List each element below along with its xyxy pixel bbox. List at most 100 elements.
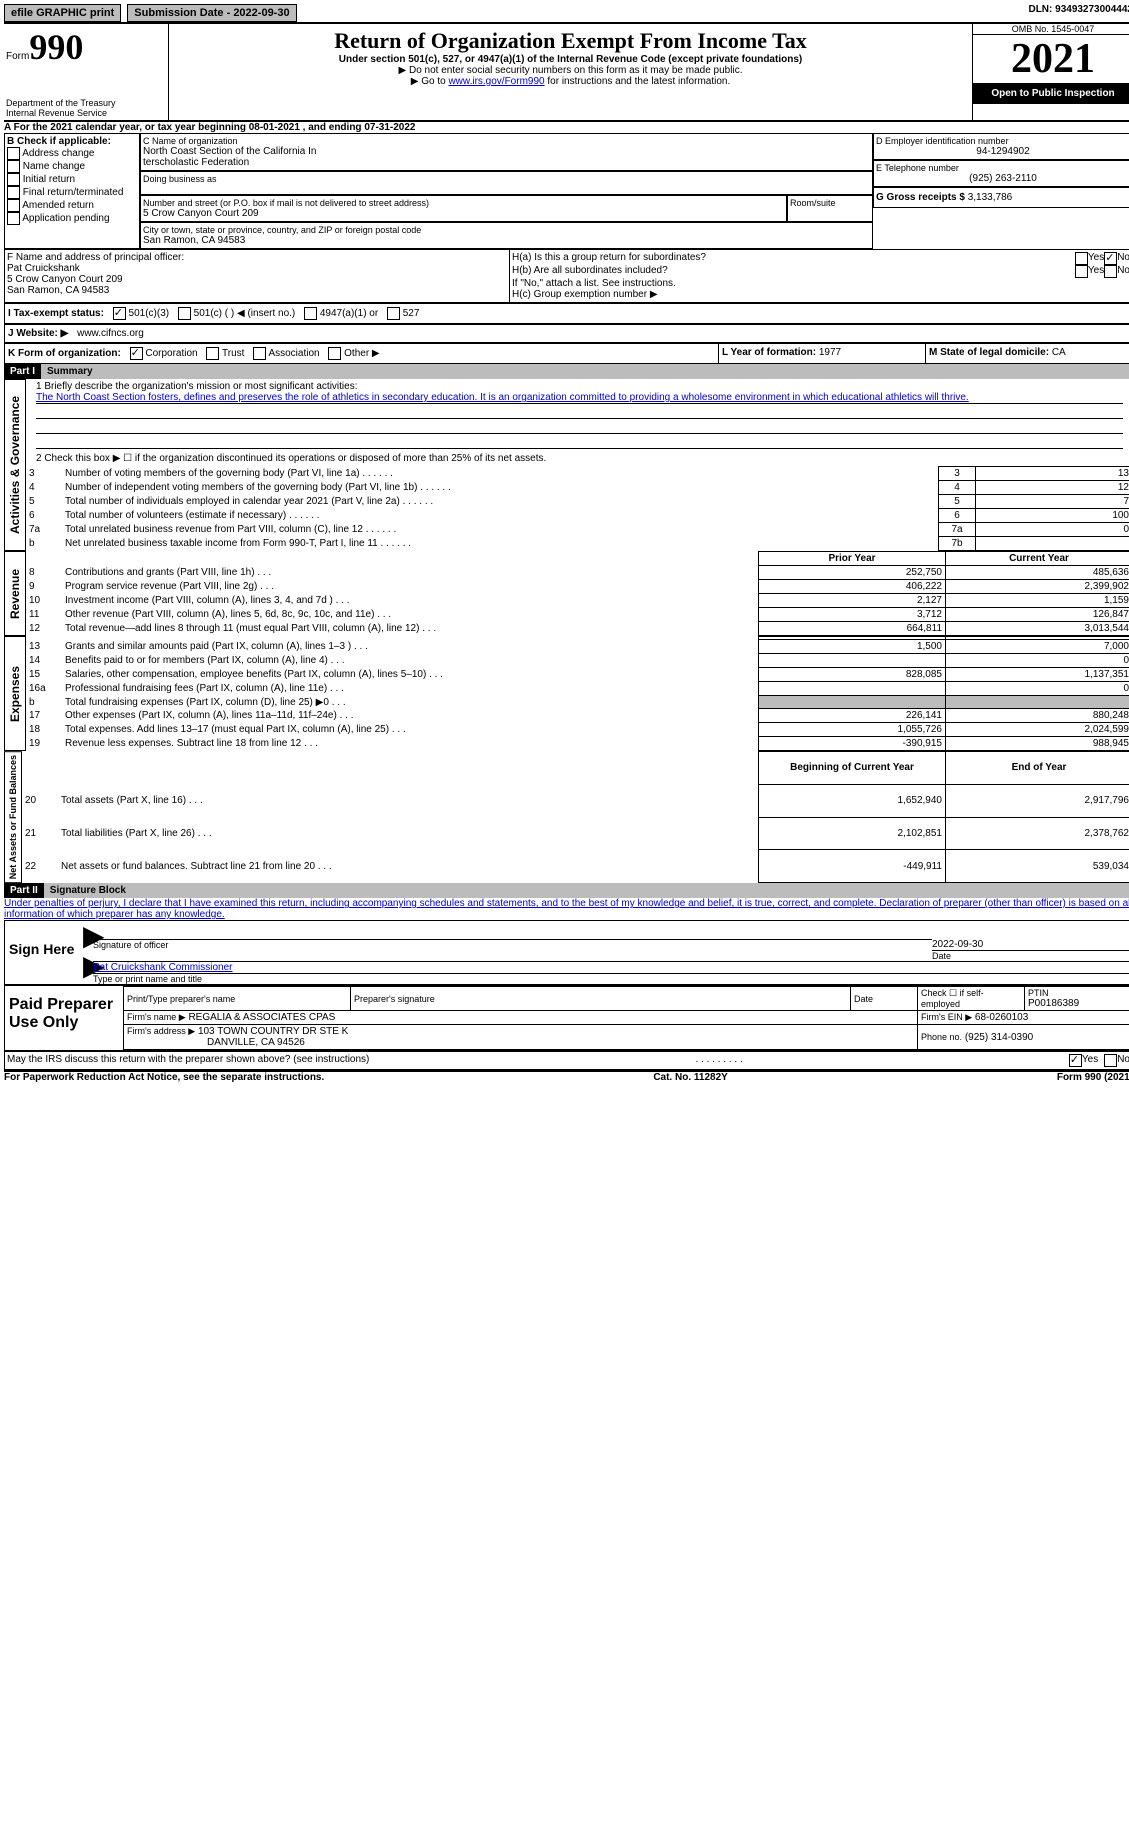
officer3: San Ramon, CA 94583 <box>7 285 507 296</box>
no-label-2: No <box>1117 265 1129 278</box>
form-number: 990 <box>29 27 83 67</box>
i-527-chk[interactable] <box>387 307 400 320</box>
dept: Department of the Treasury Internal Reve… <box>6 98 166 118</box>
city: San Ramon, CA 94583 <box>143 235 870 246</box>
ha-no[interactable] <box>1104 252 1117 265</box>
b-check[interactable] <box>7 173 20 186</box>
j-label: J Website: ▶ <box>8 328 68 339</box>
i-4947: 4947(a)(1) or <box>320 308 378 319</box>
room: Room/suite <box>787 195 873 222</box>
b-check[interactable] <box>7 212 20 225</box>
firm-phone: (925) 314-0390 <box>965 1032 1033 1043</box>
k-trust: Trust <box>222 348 244 359</box>
city-label: City or town, state or province, country… <box>143 225 870 235</box>
b-check[interactable] <box>7 199 20 212</box>
l2: 2 Check this box ▶ ☐ if the organization… <box>26 451 1129 466</box>
officer-name: Pat Cruickshank Commissioner <box>93 962 1129 973</box>
b-check[interactable] <box>7 147 20 160</box>
firm-name-label: Firm's name ▶ <box>127 1012 186 1022</box>
e-label: E Telephone number <box>876 163 1129 173</box>
dln: DLN: 93493273004442 <box>1028 4 1129 22</box>
firm-addr-label: Firm's address ▶ <box>127 1026 195 1036</box>
firm-phone-label: Phone no. <box>921 1032 962 1042</box>
ha: H(a) Is this a group return for subordin… <box>512 252 1075 265</box>
check-self: Check ☐ if self-employed <box>918 987 1025 1011</box>
l-label: L Year of formation: <box>722 347 816 358</box>
discuss-yes-label: Yes <box>1082 1054 1098 1067</box>
ein: 94-1294902 <box>876 146 1129 157</box>
ptin: P00186389 <box>1028 998 1128 1009</box>
yes-label: Yes <box>1088 252 1104 265</box>
discuss-yes[interactable] <box>1069 1054 1082 1067</box>
prep-date-label: Date <box>854 994 914 1004</box>
i-label: I Tax-exempt status: <box>8 308 104 319</box>
note2-pre: ▶ Go to <box>411 76 449 87</box>
sig-date: 2022-09-30 <box>932 939 1129 950</box>
sig-label: Signature of officer <box>93 939 932 950</box>
k-other: Other ▶ <box>344 348 379 359</box>
name-label: Type or print name and title <box>93 973 1129 984</box>
hb-no[interactable] <box>1104 265 1117 278</box>
k-other-chk[interactable] <box>328 347 341 360</box>
side-expenses: Expenses <box>4 636 26 751</box>
k-label: K Form of organization: <box>8 348 121 359</box>
hb-yes[interactable] <box>1075 265 1088 278</box>
i-4947-chk[interactable] <box>304 307 317 320</box>
no-label: No <box>1117 252 1129 265</box>
k-assoc: Association <box>268 348 319 359</box>
website: www.cifncs.org <box>77 328 144 339</box>
open-inspection: Open to Public Inspection <box>973 83 1129 104</box>
efile-button[interactable]: efile GRAPHIC print <box>4 4 121 22</box>
prep-name-label: Print/Type preparer's name <box>127 994 347 1004</box>
discuss: May the IRS discuss this return with the… <box>7 1054 369 1067</box>
l1a: 1 Briefly describe the organization's mi… <box>36 381 1123 392</box>
m-val: CA <box>1052 347 1066 358</box>
note2-post: for instructions and the latest informat… <box>545 76 731 87</box>
hb-note: If "No," attach a list. See instructions… <box>512 278 1129 289</box>
hc: H(c) Group exemption number ▶ <box>512 289 1129 300</box>
side-net: Net Assets or Fund Balances <box>4 751 22 883</box>
footer-r: Form 990 (2021) <box>1057 1072 1129 1083</box>
c-label: C Name of organization <box>143 136 870 146</box>
g-val: 3,133,786 <box>968 192 1013 203</box>
date-label: Date <box>932 950 1129 961</box>
i-527: 527 <box>403 308 420 319</box>
k-trust-chk[interactable] <box>206 347 219 360</box>
part2-title: Signature Block <box>44 883 1129 898</box>
irs-link[interactable]: www.irs.gov/Form990 <box>448 76 544 87</box>
hb: H(b) Are all subordinates included? <box>512 265 1075 278</box>
addr: 5 Crow Canyon Court 209 <box>143 208 784 219</box>
d-label: D Employer identification number <box>876 136 1129 146</box>
ha-yes[interactable] <box>1075 252 1088 265</box>
yes-label-2: Yes <box>1088 265 1104 278</box>
paid-preparer: Paid Preparer Use Only <box>5 986 123 1050</box>
org-name-1: North Coast Section of the California In <box>143 146 870 157</box>
sign-here: Sign Here <box>5 921 83 984</box>
i-501c3-chk[interactable] <box>113 307 126 320</box>
officer1: Pat Cruickshank <box>7 263 507 274</box>
org-name-2: terscholastic Federation <box>143 157 870 168</box>
part1-label: Part I <box>4 364 41 379</box>
part1-title: Summary <box>41 364 1129 379</box>
side-revenue: Revenue <box>4 551 26 636</box>
k-corp-chk[interactable] <box>130 347 143 360</box>
l-val: 1977 <box>819 347 841 358</box>
l1b: The North Coast Section fosters, defines… <box>36 392 1123 404</box>
phone: (925) 263-2110 <box>876 173 1129 184</box>
firm-addr1: 103 TOWN COUNTRY DR STE K <box>198 1026 348 1037</box>
addr-label: Number and street (or P.O. box if mail i… <box>143 198 784 208</box>
k-assoc-chk[interactable] <box>253 347 266 360</box>
firm-addr2: DANVILLE, CA 94526 <box>207 1037 305 1048</box>
officer2: 5 Crow Canyon Court 209 <box>7 274 507 285</box>
omb: OMB No. 1545-0047 <box>973 24 1129 35</box>
i-501c-chk[interactable] <box>178 307 191 320</box>
footer-l: For Paperwork Reduction Act Notice, see … <box>4 1072 324 1083</box>
discuss-no[interactable] <box>1104 1054 1117 1067</box>
declaration: Under penalties of perjury, I declare th… <box>4 898 1129 920</box>
ptin-label: PTIN <box>1028 988 1128 998</box>
part2-label: Part II <box>4 883 44 898</box>
b-check[interactable] <box>7 186 20 199</box>
k-corp: Corporation <box>145 348 197 359</box>
footer-c: Cat. No. 11282Y <box>653 1072 727 1083</box>
b-check[interactable] <box>7 160 20 173</box>
